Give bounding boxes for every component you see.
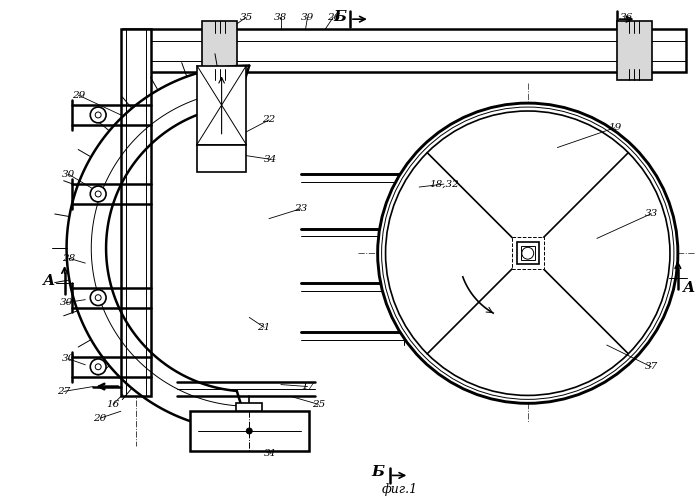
Text: 33: 33	[645, 209, 658, 218]
Text: 26: 26	[327, 12, 340, 22]
Circle shape	[90, 186, 106, 202]
Circle shape	[95, 295, 101, 301]
Text: 27: 27	[57, 387, 70, 396]
Bar	[512, 238, 544, 269]
Text: 18,32: 18,32	[429, 180, 458, 189]
Text: 37: 37	[645, 362, 658, 372]
Text: 22: 22	[262, 116, 276, 124]
Text: 21: 21	[258, 323, 271, 332]
Text: 20: 20	[94, 414, 107, 423]
Text: 39: 39	[301, 12, 314, 22]
Circle shape	[246, 428, 252, 434]
Circle shape	[378, 103, 678, 403]
Text: фиг.1: фиг.1	[382, 483, 417, 496]
Circle shape	[95, 191, 101, 197]
Bar	[190, 411, 309, 451]
Text: 30: 30	[62, 170, 75, 179]
Text: 16: 16	[106, 400, 120, 409]
Text: 30: 30	[60, 298, 74, 307]
Circle shape	[522, 248, 533, 259]
Bar	[202, 21, 237, 80]
Circle shape	[95, 364, 101, 370]
Text: 29: 29	[72, 91, 85, 100]
Text: А: А	[43, 274, 55, 288]
Bar	[123, 29, 686, 73]
Text: 19: 19	[608, 124, 622, 132]
Bar	[521, 247, 535, 260]
Circle shape	[90, 290, 106, 306]
Text: 25: 25	[312, 400, 325, 409]
Text: 36: 36	[620, 12, 633, 22]
Bar	[197, 144, 246, 172]
Bar	[121, 29, 150, 396]
Text: Б: Б	[371, 466, 384, 480]
Text: 17: 17	[301, 382, 314, 391]
Text: 34: 34	[265, 155, 278, 164]
Text: А: А	[682, 281, 695, 295]
Text: 35: 35	[239, 12, 253, 22]
Text: 23: 23	[294, 204, 307, 213]
Text: 28: 28	[62, 253, 75, 262]
Text: Б: Б	[334, 10, 346, 24]
Circle shape	[90, 107, 106, 123]
Bar	[517, 243, 538, 264]
Text: 38: 38	[274, 12, 288, 22]
Text: 30: 30	[62, 355, 75, 364]
Bar	[237, 403, 262, 411]
Text: 31: 31	[265, 449, 278, 458]
Bar	[617, 21, 652, 80]
Circle shape	[90, 359, 106, 374]
Bar	[197, 66, 246, 144]
Circle shape	[95, 112, 101, 118]
